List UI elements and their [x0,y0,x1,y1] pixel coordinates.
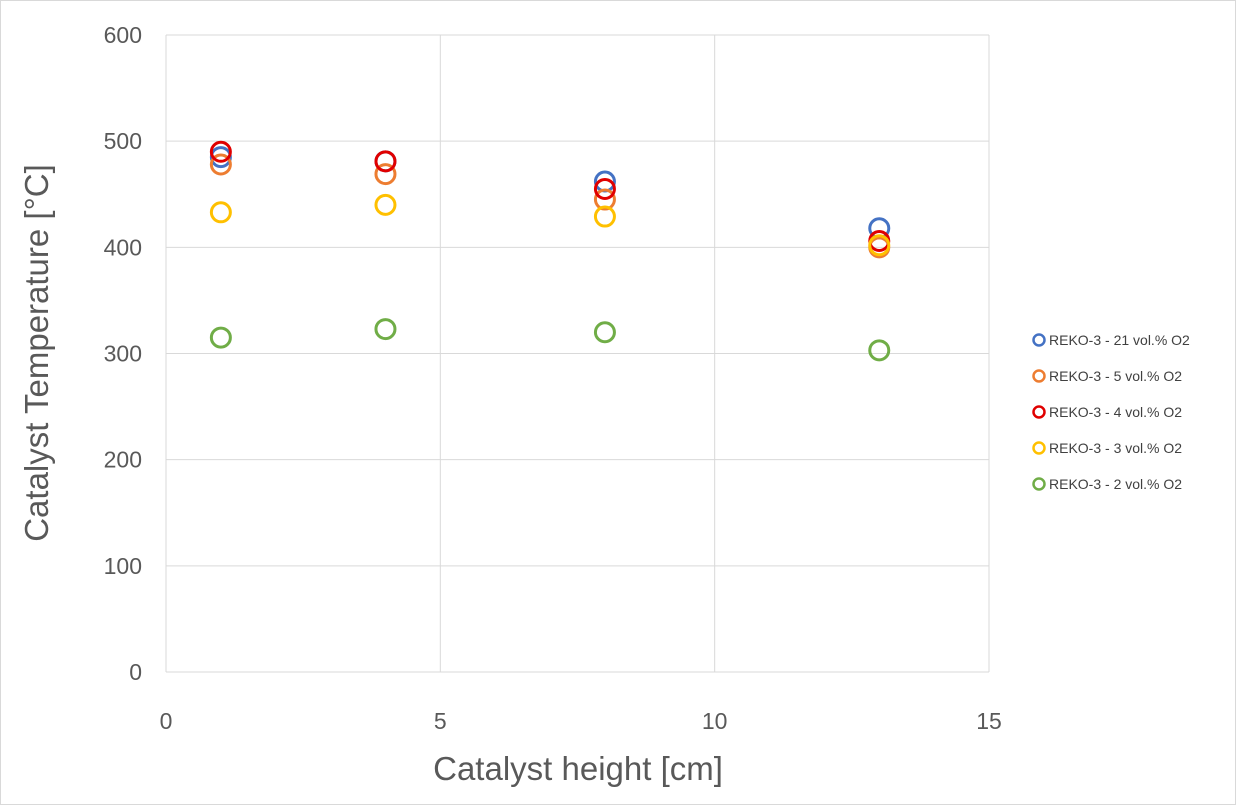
series-3 [209,193,891,257]
legend-item-3: REKO-3 - 3 vol.% O2 [1032,440,1182,456]
series-layer [209,140,891,362]
y-tick-label-500: 500 [104,128,142,154]
legend-item-1: REKO-3 - 5 vol.% O2 [1032,368,1182,384]
y-tick-label-100: 100 [104,553,142,579]
data-point-s4-p2 [593,321,616,344]
x-tick-label-5: 5 [434,708,447,734]
data-point-s4-p1 [374,318,397,341]
data-point-s3-p1 [374,193,397,216]
y-axis-title: Catalyst Temperature [°C] [18,164,55,542]
data-point-s4-p3 [868,339,891,362]
legend-marker-4 [1032,477,1046,491]
legend-label-3: REKO-3 - 3 vol.% O2 [1049,440,1182,456]
data-point-s4-p0 [209,326,232,349]
legend-label-4: REKO-3 - 2 vol.% O2 [1049,476,1182,492]
y-tick-label-200: 200 [104,447,142,473]
y-tick-label-0: 0 [129,659,142,685]
x-tick-label-15: 15 [976,708,1002,734]
x-tick-label-0: 0 [160,708,173,734]
legend-marker-1 [1032,369,1046,383]
data-point-s2-p1 [374,150,397,173]
data-point-s1-p2 [593,188,616,211]
tick-label-layer: 0 100 200 300 400 500 600 0 5 10 15 [104,22,1002,734]
legend-item-0: REKO-3 - 21 vol.% O2 [1032,332,1190,348]
legend: REKO-3 - 21 vol.% O2 REKO-3 - 5 vol.% O2 R… [1032,332,1190,492]
data-point-s3-p3 [868,234,891,257]
legend-item-4: REKO-3 - 2 vol.% O2 [1032,476,1182,492]
series-4 [209,318,891,362]
data-point-s2-p2 [593,177,616,200]
grid-layer [165,34,990,673]
data-point-s1-p0 [209,153,232,176]
y-tick-label-300: 300 [104,341,142,367]
data-point-s1-p1 [374,163,397,186]
x-tick-label-10: 10 [702,708,728,734]
series-2 [209,140,891,252]
x-axis-title: Catalyst height [cm] [433,750,723,787]
legend-marker-3 [1032,441,1046,455]
legend-marker-2 [1032,405,1046,419]
legend-item-2: REKO-3 - 4 vol.% O2 [1032,404,1182,420]
legend-marker-0 [1032,333,1046,347]
data-point-s2-p0 [209,140,232,163]
y-tick-label-400: 400 [104,234,142,260]
data-point-s3-p0 [209,201,232,224]
series-1 [209,153,891,259]
legend-label-0: REKO-3 - 21 vol.% O2 [1049,332,1190,348]
legend-label-1: REKO-3 - 5 vol.% O2 [1049,368,1182,384]
series-0 [209,146,891,240]
y-tick-label-600: 600 [104,22,142,48]
legend-label-2: REKO-3 - 4 vol.% O2 [1049,404,1182,420]
data-point-s3-p2 [593,205,616,228]
